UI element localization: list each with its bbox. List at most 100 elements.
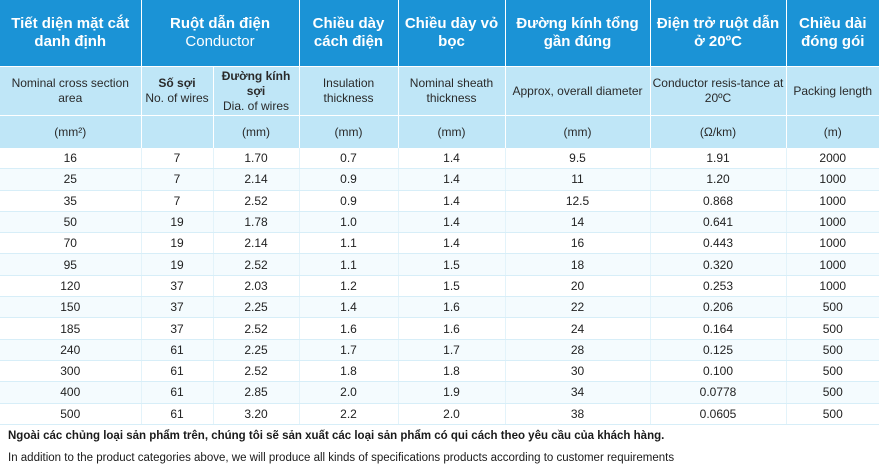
table-cell: 12.5 (505, 190, 651, 212)
table-cell: 150 (0, 296, 142, 319)
table-cell: 0.0778 (650, 381, 787, 404)
table-cell: 1.78 (213, 211, 300, 234)
table-cell: 35 (0, 190, 142, 212)
header-resistance: Điện trở ruột dẫn ở 20ºC (650, 0, 787, 67)
table-cell: 0.320 (650, 253, 787, 276)
table-cell: 1.4 (398, 211, 506, 234)
table-cell: 500 (786, 403, 879, 425)
table-cell: 1.4 (299, 296, 399, 319)
table-cell: 7 (141, 190, 214, 212)
table-row: 400 61 2.85 2.0 1.9 34 0.0778 500 (0, 381, 879, 404)
table-cell: 1.5 (398, 275, 506, 298)
table-cell: 0.164 (650, 317, 787, 340)
table-cell: 1.6 (398, 296, 506, 319)
table-cell: 1.4 (398, 148, 506, 170)
table-cell: 16 (0, 148, 142, 170)
table-row: 16 7 1.70 0.7 1.4 9.5 1.91 2000 (0, 148, 879, 170)
table-cell: 1.8 (398, 360, 506, 383)
table-cell: 400 (0, 381, 142, 404)
table-cell: 2.52 (213, 253, 300, 276)
unit-cell: (mm) (505, 115, 651, 148)
table-cell: 1000 (786, 190, 879, 212)
table-cell: 500 (786, 296, 879, 319)
table-cell: 19 (141, 211, 214, 234)
table-cell: 7 (141, 168, 214, 191)
header-row-en: Nominal cross section area Số sợi No. of… (0, 66, 879, 116)
table-cell: 70 (0, 232, 142, 255)
table-cell: 0.9 (299, 190, 399, 212)
subheader-dia-en: Dia. of wires (222, 98, 290, 113)
table-cell: 2.2 (299, 403, 399, 425)
unit-cell: (mm) (398, 115, 506, 148)
table-cell: 1.0 (299, 211, 399, 234)
table-cell: 1.2 (299, 275, 399, 298)
subheader-resistance: Conductor resis-tance at 20ºC (650, 66, 787, 116)
table-cell: 0.125 (650, 339, 787, 361)
subheader-sheath: Nominal sheath thickness (398, 66, 506, 116)
subheader-diameter: Approx, overall diameter (505, 66, 651, 116)
table-cell: 1.7 (299, 339, 399, 361)
table-cell: 500 (786, 317, 879, 340)
table-cell: 19 (141, 253, 214, 276)
table-cell: 1000 (786, 168, 879, 191)
table-cell: 3.20 (213, 403, 300, 425)
subheader-cross-section: Nominal cross section area (0, 66, 142, 116)
table-cell: 2.14 (213, 232, 300, 255)
note-english: In addition to the product categories ab… (8, 452, 675, 464)
subheader-packing: Packing length (786, 66, 879, 116)
table-cell: 240 (0, 339, 142, 361)
units-row: (mm²) (mm) (mm) (mm) (mm) (Ω/km) (m) (0, 115, 879, 148)
header-insulation: Chiều dày cách điện (299, 0, 399, 67)
table-row: 500 61 3.20 2.2 2.0 38 0.0605 500 (0, 403, 879, 425)
subheader-wires-en: No. of wires (145, 91, 209, 105)
table-cell: 1000 (786, 211, 879, 234)
table-cell: 19 (141, 232, 214, 255)
table-cell: 37 (141, 317, 214, 340)
table-cell: 1.4 (398, 232, 506, 255)
header-diameter: Đường kính tổng gần đúng (505, 0, 651, 67)
table-cell: 1.8 (299, 360, 399, 383)
table-cell: 1.91 (650, 148, 787, 170)
table-cell: 0.443 (650, 232, 787, 255)
header-sheath: Chiều dày vỏ bọc (398, 0, 506, 67)
table-cell: 9.5 (505, 148, 651, 170)
header-conductor: Ruột dẫn điện Conductor (141, 0, 300, 67)
subheader-dia-vi: Đường kính sợi (221, 68, 291, 98)
table-cell: 22 (505, 296, 651, 319)
table-cell: 1000 (786, 232, 879, 255)
table-row: 25 7 2.14 0.9 1.4 11 1.20 1000 (0, 168, 879, 191)
table-cell: 500 (0, 403, 142, 425)
table-cell: 2.52 (213, 190, 300, 212)
table-cell: 1000 (786, 275, 879, 298)
table-cell: 61 (141, 403, 214, 425)
table-row: 150 37 2.25 1.4 1.6 22 0.206 500 (0, 296, 879, 319)
table-row: 185 37 2.52 1.6 1.6 24 0.164 500 (0, 317, 879, 340)
table-cell: 1.20 (650, 168, 787, 191)
table-cell: 300 (0, 360, 142, 383)
note-vietnamese: Ngoài các chủng loại sản phẩm trên, chún… (8, 430, 665, 442)
table-cell: 500 (786, 339, 879, 361)
unit-cell: (mm) (213, 115, 300, 148)
table-row: 120 37 2.03 1.2 1.5 20 0.253 1000 (0, 275, 879, 298)
table-cell: 61 (141, 360, 214, 383)
table-row: 240 61 2.25 1.7 1.7 28 0.125 500 (0, 339, 879, 361)
table-cell: 1.7 (398, 339, 506, 361)
table-row: 95 19 2.52 1.1 1.5 18 0.320 1000 (0, 253, 879, 276)
table-cell: 120 (0, 275, 142, 298)
table-cell: 25 (0, 168, 142, 191)
table-cell: 11 (505, 168, 651, 191)
table-cell: 37 (141, 296, 214, 319)
table-row: 300 61 2.52 1.8 1.8 30 0.100 500 (0, 360, 879, 383)
table-cell: 0.7 (299, 148, 399, 170)
table-cell: 1000 (786, 253, 879, 276)
table-cell: 1.4 (398, 168, 506, 191)
table-cell: 1.1 (299, 253, 399, 276)
table-cell: 2.52 (213, 360, 300, 383)
table-cell: 500 (786, 360, 879, 383)
header-packing: Chiều dài đóng gói (786, 0, 879, 67)
header-conductor-vi: Ruột dẫn điện (170, 15, 270, 32)
unit-cell (141, 115, 214, 148)
table-cell: 18 (505, 253, 651, 276)
table-cell: 2.03 (213, 275, 300, 298)
table-cell: 34 (505, 381, 651, 404)
